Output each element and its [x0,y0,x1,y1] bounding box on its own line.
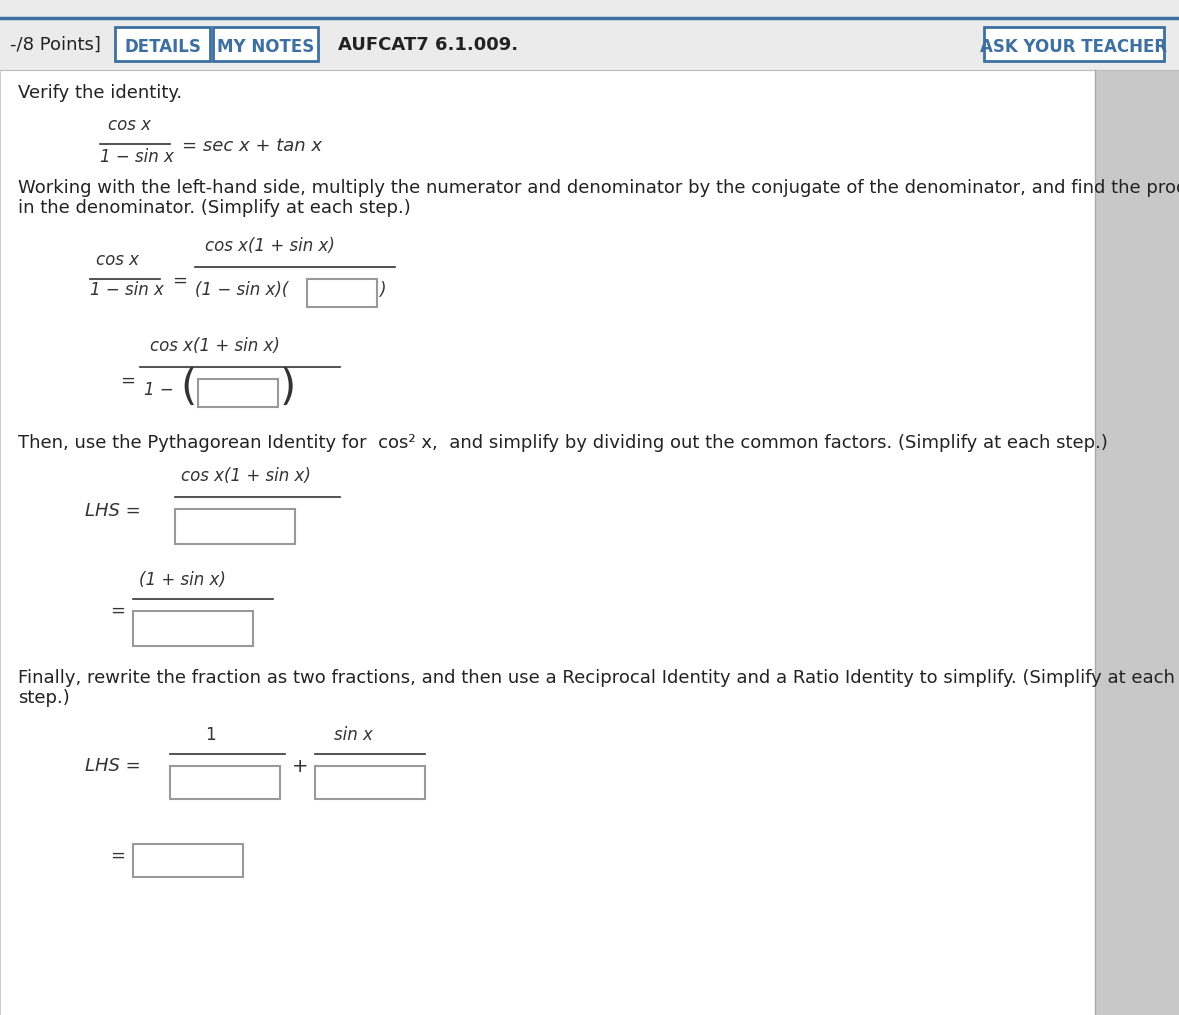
Text: (1 − sin x)(: (1 − sin x)( [195,281,289,299]
Text: =: = [172,272,187,290]
Bar [198,379,278,407]
Text: cos x(1 + sin x): cos x(1 + sin x) [150,337,279,355]
Bar [0,18,1179,70]
Bar [315,766,424,799]
Text: 1 − sin x: 1 − sin x [100,148,173,166]
Bar [174,509,295,544]
Text: in the denominator. (Simplify at each step.): in the denominator. (Simplify at each st… [18,199,410,217]
Text: 1 −: 1 − [144,381,173,399]
Text: -/8 Points]: -/8 Points] [9,36,101,54]
Text: +: + [292,756,309,775]
Bar [133,844,243,877]
Bar [170,766,279,799]
Text: Finally, rewrite the fraction as two fractions, and then use a Reciprocal Identi: Finally, rewrite the fraction as two fra… [18,669,1175,687]
Text: cos x(1 + sin x): cos x(1 + sin x) [182,467,311,485]
Text: ): ) [378,281,386,299]
Text: cos x: cos x [108,116,151,134]
Text: LHS =: LHS = [85,502,140,520]
Text: sin x: sin x [334,726,373,744]
Text: ASK YOUR TEACHER: ASK YOUR TEACHER [981,38,1167,56]
Text: ): ) [279,367,296,409]
Bar [116,27,210,61]
Text: =: = [120,373,136,390]
Text: Verify the identity.: Verify the identity. [18,84,182,102]
Text: DETAILS: DETAILS [124,38,200,56]
Text: 1: 1 [205,726,216,744]
Text: (: ( [180,367,196,409]
Bar [133,611,253,646]
Bar [984,27,1164,61]
Text: = sec x + tan x: = sec x + tan x [182,137,322,155]
Text: Working with the left-hand side, multiply the numerator and denominator by the c: Working with the left-hand side, multipl… [18,179,1179,197]
Text: =: = [110,602,125,620]
Text: MY NOTES: MY NOTES [217,38,314,56]
Bar [307,279,377,307]
Text: cos x: cos x [95,251,139,269]
Text: step.): step.) [18,689,70,707]
Text: Then, use the Pythagorean Identity for  cos² x,  and simplify by dividing out th: Then, use the Pythagorean Identity for c… [18,434,1108,452]
Text: AUFCAT7 6.1.009.: AUFCAT7 6.1.009. [338,36,518,54]
Text: LHS =: LHS = [85,757,140,775]
Text: cos x(1 + sin x): cos x(1 + sin x) [205,236,335,255]
Bar [213,27,318,61]
Bar [1095,70,1179,1015]
Bar [0,0,1179,18]
Text: 1 − sin x: 1 − sin x [90,281,164,299]
Text: (1 + sin x): (1 + sin x) [139,571,226,589]
Text: =: = [110,847,125,865]
